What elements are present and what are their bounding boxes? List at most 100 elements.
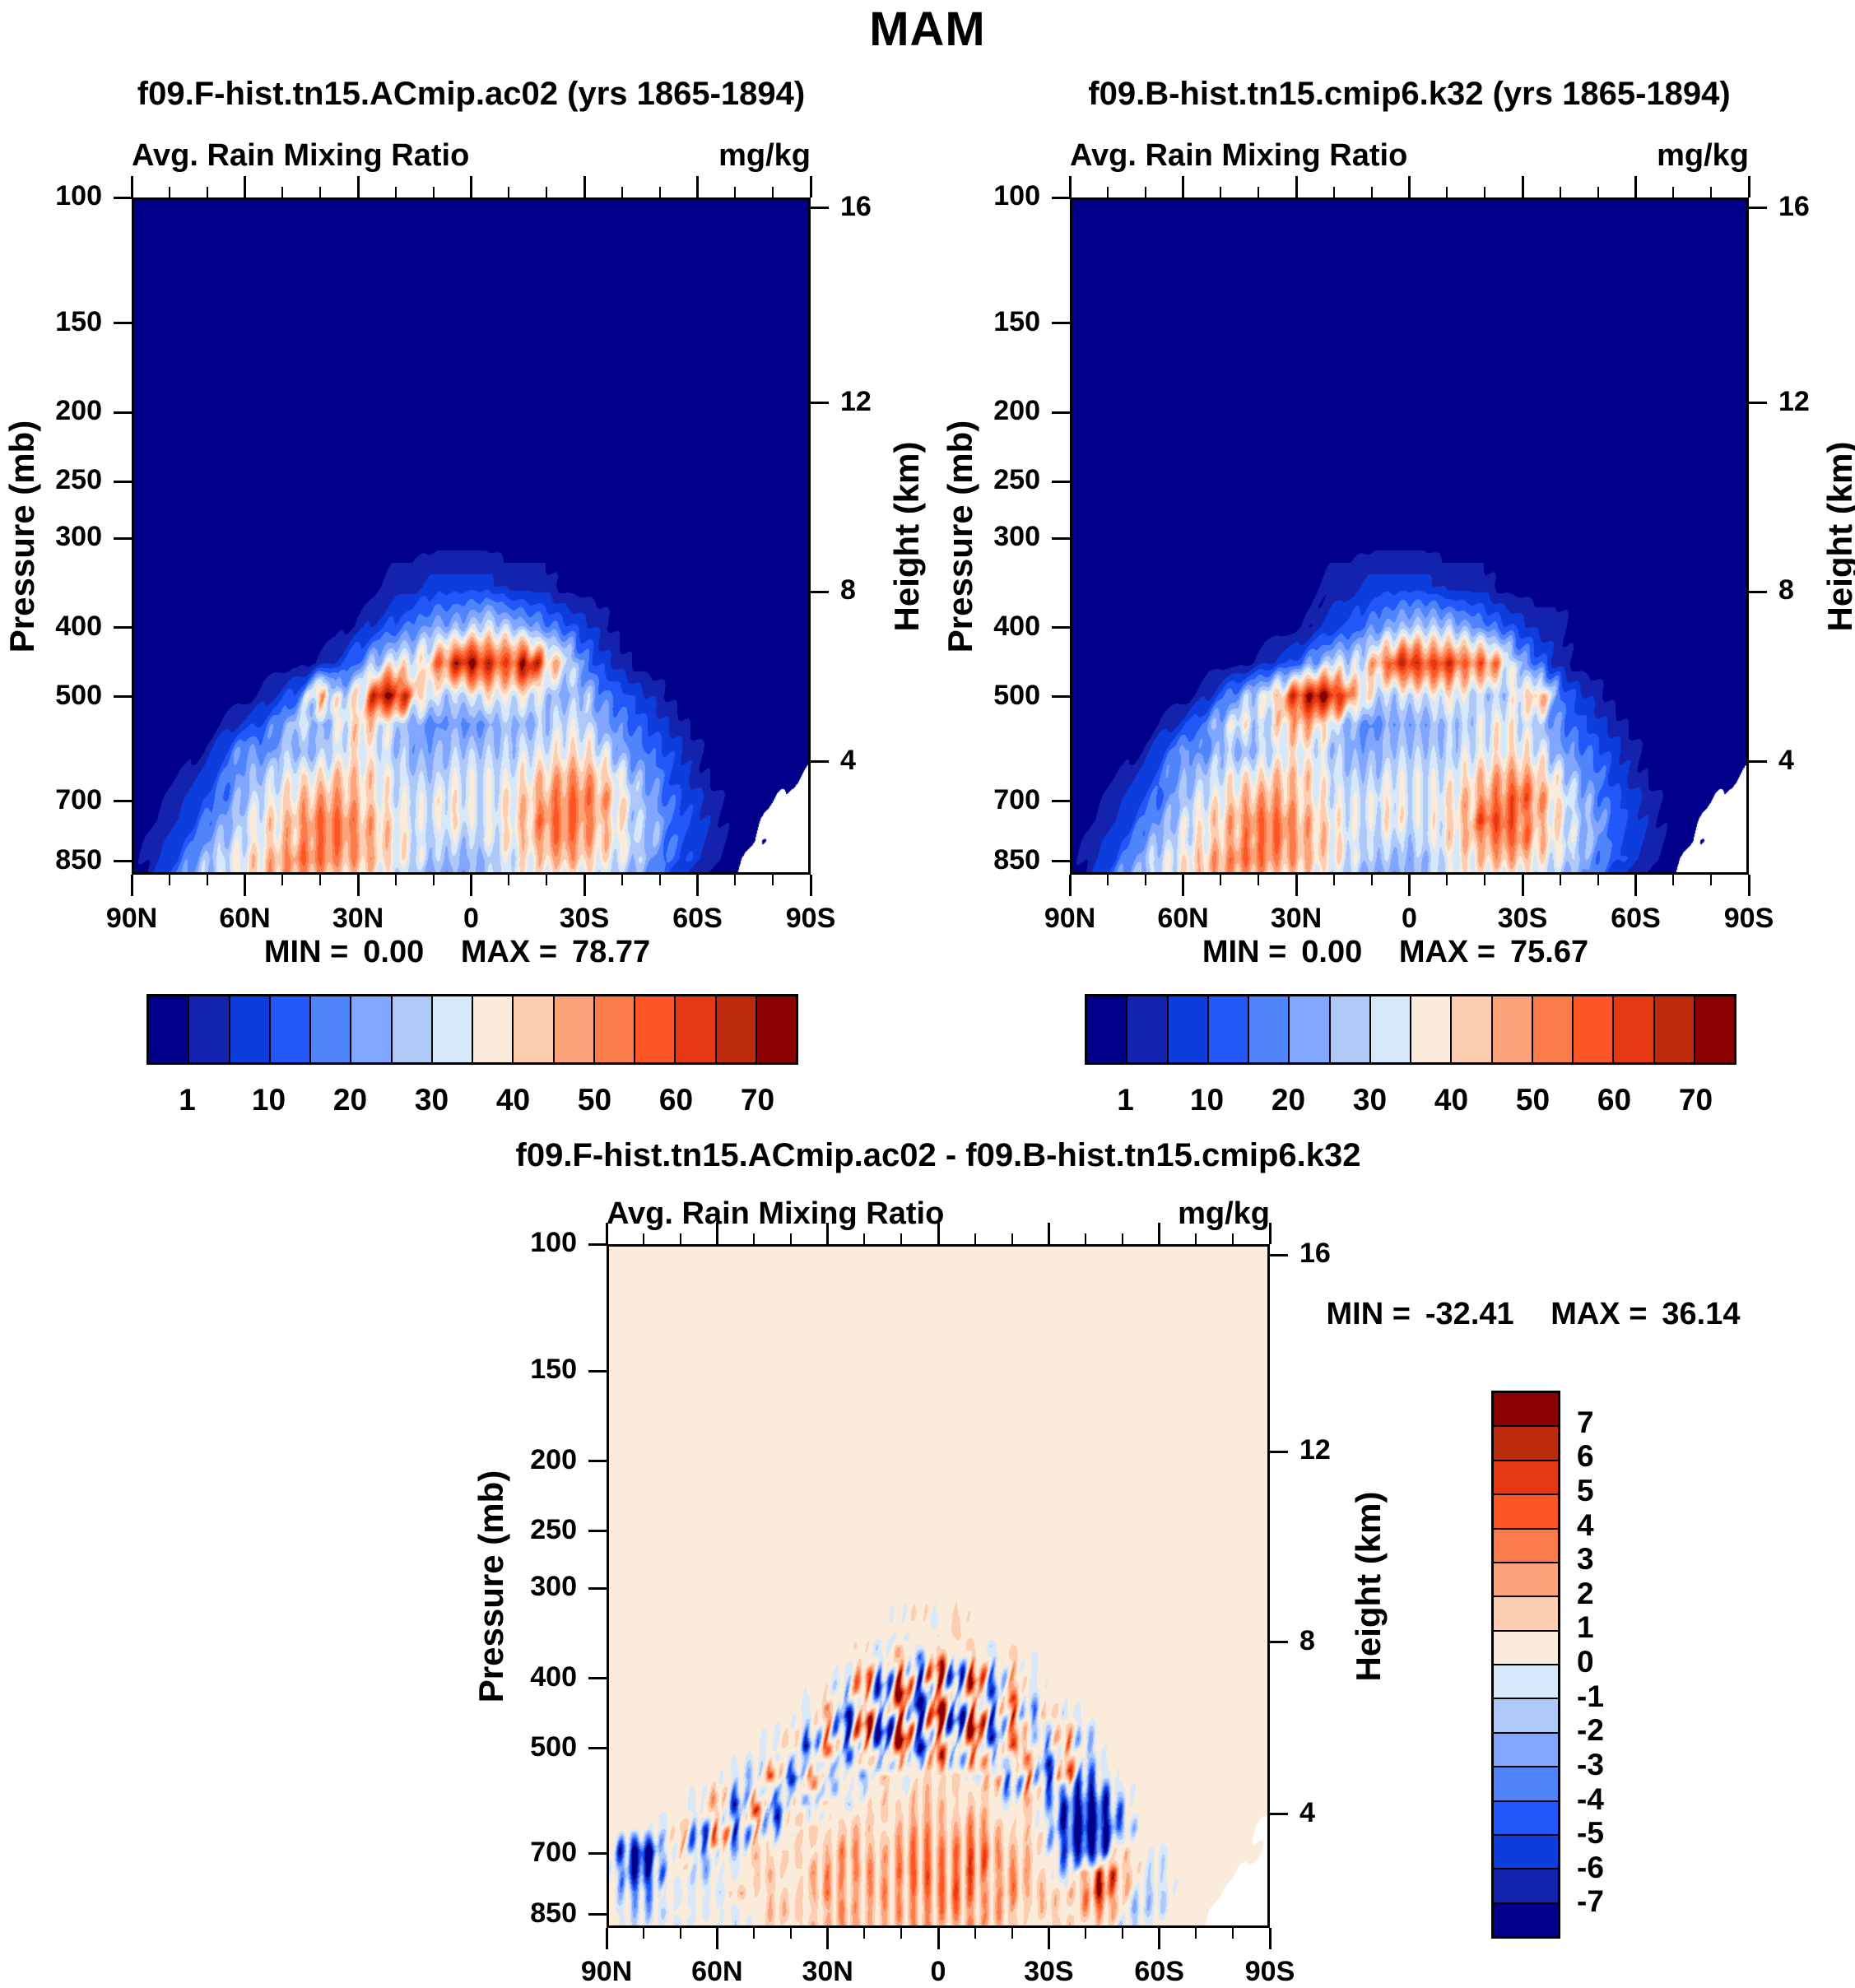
colorbar-main — [1085, 994, 1736, 1065]
pressure-tick-label: 200 — [993, 395, 1040, 427]
colorbar-cell — [1494, 1733, 1558, 1768]
lat-tick-label: 30N — [802, 1956, 853, 1987]
colorbar-cell — [270, 996, 311, 1062]
lat-minor-tick — [546, 187, 548, 197]
lat-minor-tick — [789, 1233, 792, 1244]
height-tick-label: 4 — [1299, 1796, 1315, 1828]
pressure-tick-label: 400 — [55, 610, 102, 642]
lat-minor-tick — [1085, 1233, 1087, 1244]
lat-major-tick — [1268, 1928, 1272, 1949]
lat-tick-label: 60N — [691, 1956, 743, 1987]
lat-major-tick — [470, 875, 472, 896]
minmax-readout: MIN = 0.00 MAX = 75.67 — [1202, 935, 1589, 969]
lat-minor-tick — [1710, 875, 1713, 885]
lat-minor-tick — [1484, 187, 1486, 197]
lat-minor-tick — [974, 1928, 976, 1939]
lat-minor-tick — [900, 1233, 903, 1244]
lat-minor-tick — [1220, 875, 1222, 885]
lat-minor-tick — [772, 875, 774, 885]
pressure-tick — [588, 1586, 607, 1590]
pressure-tick-label: 200 — [530, 1443, 577, 1475]
lat-major-tick — [826, 1223, 830, 1244]
colorbar-tick-label: -1 — [1577, 1679, 1604, 1713]
colorbar-cell — [189, 996, 230, 1062]
colorbar-cell — [351, 996, 393, 1062]
lat-tick-label: 30N — [1270, 903, 1323, 934]
height-tick — [811, 590, 829, 593]
colorbar-tick-label: 60 — [1597, 1083, 1632, 1117]
colorbar-cell — [676, 996, 717, 1062]
colorbar-cell — [716, 996, 757, 1062]
lat-minor-tick — [1106, 875, 1109, 885]
pressure-tick — [1052, 860, 1070, 863]
minmax-readout: MIN = -32.41 MAX = 36.14 — [1326, 1297, 1741, 1331]
pressure-tick — [1052, 626, 1070, 629]
colorbar-tick-label: 5 — [1577, 1473, 1594, 1507]
lat-minor-tick — [1011, 1233, 1013, 1244]
lat-minor-tick — [1370, 187, 1373, 197]
lat-minor-tick — [1559, 187, 1561, 197]
height-tick — [1749, 402, 1767, 405]
lat-major-tick — [583, 176, 586, 197]
height-tick — [1270, 1253, 1288, 1256]
colorbar-cell — [1370, 996, 1411, 1062]
pressure-tick — [588, 1460, 607, 1463]
lat-minor-tick — [1446, 187, 1448, 197]
lat-major-tick — [937, 1223, 940, 1244]
pressure-tick-label: 200 — [55, 395, 102, 427]
lat-minor-tick — [772, 187, 774, 197]
panel-title: f09.B-hist.tn15.cmip6.k32 (yrs 1865-1894… — [1088, 76, 1731, 112]
lat-major-tick — [1068, 176, 1072, 197]
pressure-tick — [588, 1242, 607, 1246]
colorbar-cell — [1168, 996, 1209, 1062]
lat-minor-tick — [508, 875, 510, 885]
lat-tick-label: 0 — [930, 1956, 946, 1987]
lat-minor-tick — [734, 875, 737, 885]
lat-major-tick — [1182, 176, 1184, 197]
colorbar-cell — [1494, 1665, 1558, 1700]
colorbar-tick-label: -2 — [1577, 1713, 1604, 1748]
lat-tick-label: 0 — [1402, 903, 1417, 934]
colorbar-cell — [1411, 996, 1453, 1062]
lat-minor-tick — [1144, 187, 1146, 197]
contour-plot — [607, 1244, 1270, 1928]
panel-top-left: f09.F-hist.tn15.ACmip.ac02 (yrs 1865-189… — [2, 76, 926, 1117]
colorbar-cell — [1494, 1870, 1558, 1904]
colorbar-cell — [1654, 996, 1695, 1062]
lat-minor-tick — [1195, 1233, 1197, 1244]
colorbar-tick-label: -3 — [1577, 1747, 1604, 1781]
colorbar-cell — [1290, 996, 1331, 1062]
colorbar-cell — [594, 996, 635, 1062]
lat-tick-label: 90S — [1244, 1956, 1295, 1987]
colorbar-tick-label: 1 — [1117, 1083, 1134, 1117]
colorbar-cell — [1494, 1495, 1558, 1530]
colorbar-tick-label: -7 — [1577, 1884, 1604, 1919]
colorbar-cell — [1494, 1801, 1558, 1836]
lat-minor-tick — [974, 1233, 976, 1244]
lat-minor-tick — [508, 187, 510, 197]
colorbar-tick-label: 20 — [332, 1083, 368, 1117]
colorbar-tick-label: 30 — [1352, 1083, 1388, 1117]
lat-tick-label: 30S — [1024, 1956, 1074, 1987]
lat-major-tick — [696, 176, 699, 197]
colorbar-main — [146, 994, 798, 1065]
colorbar-cell — [554, 996, 595, 1062]
lat-minor-tick — [1332, 187, 1335, 197]
colorbar-cell — [1695, 996, 1734, 1062]
colorbar-cell — [1494, 1529, 1558, 1563]
height-tick — [1749, 590, 1767, 593]
lat-major-tick — [1634, 875, 1637, 896]
lat-minor-tick — [432, 187, 435, 197]
lat-minor-tick — [642, 1233, 644, 1244]
lat-major-tick — [715, 1928, 718, 1949]
colorbar-cell — [1494, 1767, 1558, 1802]
height-tick-label: 4 — [1778, 744, 1794, 776]
colorbar-tick-label: 3 — [1577, 1542, 1594, 1577]
lat-tick-label: 90N — [580, 1956, 633, 1987]
colorbar-cell — [1494, 1903, 1558, 1936]
lat-major-tick — [605, 1223, 608, 1244]
height-tick-label: 12 — [1299, 1434, 1331, 1466]
lat-major-tick — [470, 176, 472, 197]
lat-major-tick — [1047, 1928, 1050, 1949]
